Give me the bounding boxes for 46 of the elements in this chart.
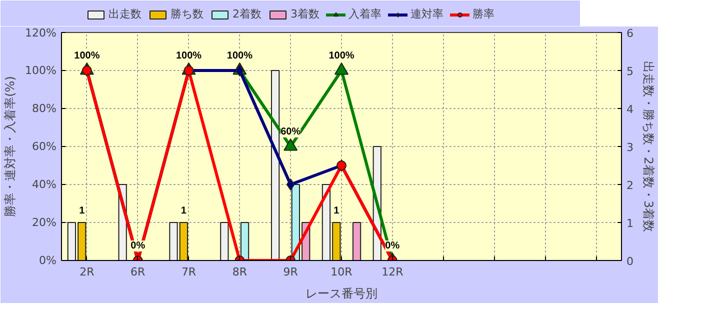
y2-tick-label: 2 (626, 179, 634, 192)
y2-tick-label: 5 (626, 65, 634, 78)
y-tick-label: 80% (32, 102, 57, 115)
data-label: 100% (226, 50, 253, 62)
data-label: 1 (334, 206, 340, 216)
x-tick-label: 2R (80, 266, 95, 278)
x-tick-label: 7R (181, 266, 196, 278)
y2-axis-title: 出走数・勝ち数・2着数・3着数 (642, 60, 656, 232)
legend-label: 連対率 (410, 6, 444, 22)
x-tick-label: 9R (283, 266, 298, 278)
data-label: 0% (385, 240, 400, 252)
data-label: 1 (79, 206, 86, 216)
legend-label: 勝ち数 (170, 6, 204, 22)
y2-tick-label: 6 (626, 27, 634, 40)
bar (271, 70, 280, 260)
legend-label: 入着率 (348, 6, 382, 22)
legend-label: 3着数 (290, 6, 320, 22)
point (284, 138, 298, 151)
y2-tick-label: 0 (626, 255, 634, 268)
y-tick-label: 0% (39, 254, 56, 267)
x-axis-title: レース番号別 (306, 286, 378, 300)
bar (220, 222, 229, 260)
y2-tick-label: 3 (626, 141, 634, 154)
y2-tick-label: 4 (626, 103, 634, 116)
y2-tick-label: 1 (626, 217, 634, 230)
y-tick-label: 20% (32, 216, 57, 229)
x-tick-label: 6R (130, 266, 146, 278)
y-tick-label: 40% (32, 178, 57, 191)
y-tick-label: 120% (25, 26, 57, 40)
data-label: 1 (180, 206, 187, 216)
x-tick-label: 8R (232, 266, 248, 278)
data-label: 0% (130, 240, 146, 252)
legend-label: 出走数 (108, 6, 142, 22)
legend-label: 勝率 (472, 6, 494, 22)
x-tick-label: 12R (382, 266, 404, 278)
point (334, 62, 348, 75)
data-label: 60% (280, 126, 301, 138)
data-label: 100% (328, 50, 354, 62)
x-tick-label: 10R (330, 266, 353, 278)
data-label: 100% (176, 50, 202, 62)
y-axis-title: 勝率・連対率・入着率(%) (3, 76, 18, 217)
data-label: 100% (74, 50, 100, 62)
y-tick-label: 60% (32, 140, 57, 153)
legend-label: 2着数 (232, 6, 262, 22)
y-tick-label: 100% (25, 64, 57, 77)
bar (352, 222, 362, 260)
